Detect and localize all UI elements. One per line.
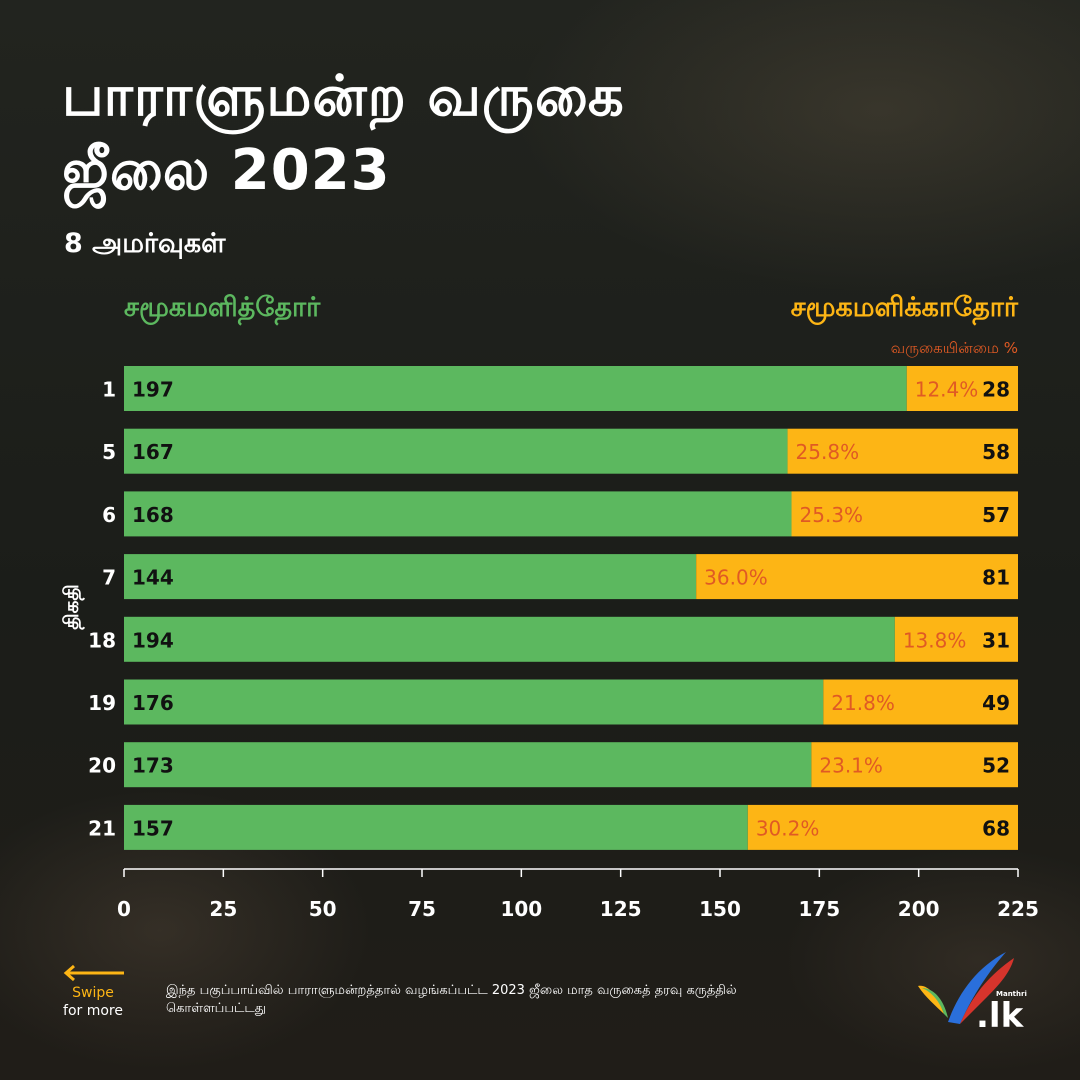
absence-pct-label: 30.2%	[756, 816, 820, 840]
manthri-logo-icon	[918, 952, 1014, 1024]
bar-absent	[696, 554, 1018, 600]
x-tick-label: 25	[209, 897, 237, 921]
bar-present	[124, 742, 812, 788]
category-label: 21	[88, 816, 116, 840]
absence-pct-label: 23.1%	[819, 754, 883, 778]
absent-value-label: 57	[982, 503, 1010, 527]
category-label: 1	[102, 378, 116, 402]
swipe-sublabel: for more	[63, 1003, 123, 1019]
legend-present-label: சமூகமளித்தோர்	[124, 292, 321, 323]
logo-text: .lk	[976, 996, 1024, 1036]
bar-absent	[811, 742, 1018, 788]
present-value-label: 173	[132, 754, 174, 778]
absence-pct-label: 36.0%	[704, 566, 768, 590]
bar-present	[124, 554, 697, 600]
absent-value-label: 81	[982, 566, 1010, 590]
present-value-label: 176	[132, 691, 174, 715]
category-label: 5	[102, 440, 116, 464]
x-tick-label: 75	[408, 897, 436, 921]
bar-absent	[747, 804, 1018, 850]
category-label: 19	[88, 691, 116, 715]
present-value-label: 168	[132, 503, 174, 527]
category-label: 7	[102, 566, 116, 590]
sessions-subtitle: 8 அமர்வுகள்	[64, 228, 226, 259]
present-value-label: 157	[132, 816, 174, 840]
absence-pct-label: 25.3%	[800, 503, 864, 527]
title-line-1: பாராளுமன்ற வருகை	[62, 64, 625, 129]
bar-absent	[894, 616, 1018, 662]
absence-pct-label: 21.8%	[831, 691, 895, 715]
present-value-label: 197	[132, 378, 174, 402]
category-label: 20	[88, 754, 116, 778]
title-line-2: ஜீலை 2023	[62, 138, 391, 203]
swipe-label: Swipe	[72, 985, 114, 1001]
swipe-hint[interactable]: Swipe for more	[58, 962, 128, 1020]
x-tick-label: 0	[117, 897, 131, 921]
bar-present	[124, 428, 788, 474]
arrow-left-icon	[63, 964, 124, 982]
absent-value-label: 58	[982, 440, 1010, 464]
source-footnote: இந்த பகுப்பாய்வில் பாராளுமன்றத்தால் வழங்…	[166, 983, 737, 1016]
x-tick-label: 225	[997, 897, 1039, 921]
absent-value-label: 49	[982, 691, 1010, 715]
absent-value-label: 52	[982, 754, 1010, 778]
bar-present	[124, 804, 748, 850]
category-label: 18	[88, 628, 116, 652]
absent-value-label: 31	[982, 628, 1010, 652]
bar-present	[124, 679, 824, 725]
y-axis-label: திகதி	[59, 584, 85, 630]
absent-value-label: 68	[982, 816, 1010, 840]
bar-present	[124, 616, 895, 662]
present-value-label: 167	[132, 440, 174, 464]
bar-absent	[823, 679, 1018, 725]
page-title: பாராளுமன்ற வருகை ஜீலை 2023	[62, 60, 625, 208]
x-tick-label: 50	[309, 897, 337, 921]
category-label: 6	[102, 503, 116, 527]
legend-absence-pct-label: வருகையின்மை %	[890, 339, 1018, 357]
bar-absent	[787, 428, 1018, 474]
x-tick-label: 150	[699, 897, 741, 921]
x-tick-label: 125	[600, 897, 642, 921]
x-tick-label: 100	[500, 897, 542, 921]
absent-value-label: 28	[982, 378, 1010, 402]
absence-pct-label: 13.8%	[903, 628, 967, 652]
bar-absent	[791, 491, 1018, 537]
legend-absent-label: சமூகமளிக்காதோர்	[790, 292, 1018, 323]
bar-present	[124, 366, 907, 411]
x-tick-label: 175	[798, 897, 840, 921]
x-tick-label: 200	[898, 897, 940, 921]
logo-small-text: Manthri	[996, 990, 1027, 998]
present-value-label: 144	[132, 566, 174, 590]
present-value-label: 194	[132, 628, 174, 652]
absence-pct-label: 12.4%	[915, 378, 979, 402]
absence-pct-label: 25.8%	[796, 440, 860, 464]
bar-absent	[906, 366, 1018, 411]
bar-present	[124, 491, 792, 537]
